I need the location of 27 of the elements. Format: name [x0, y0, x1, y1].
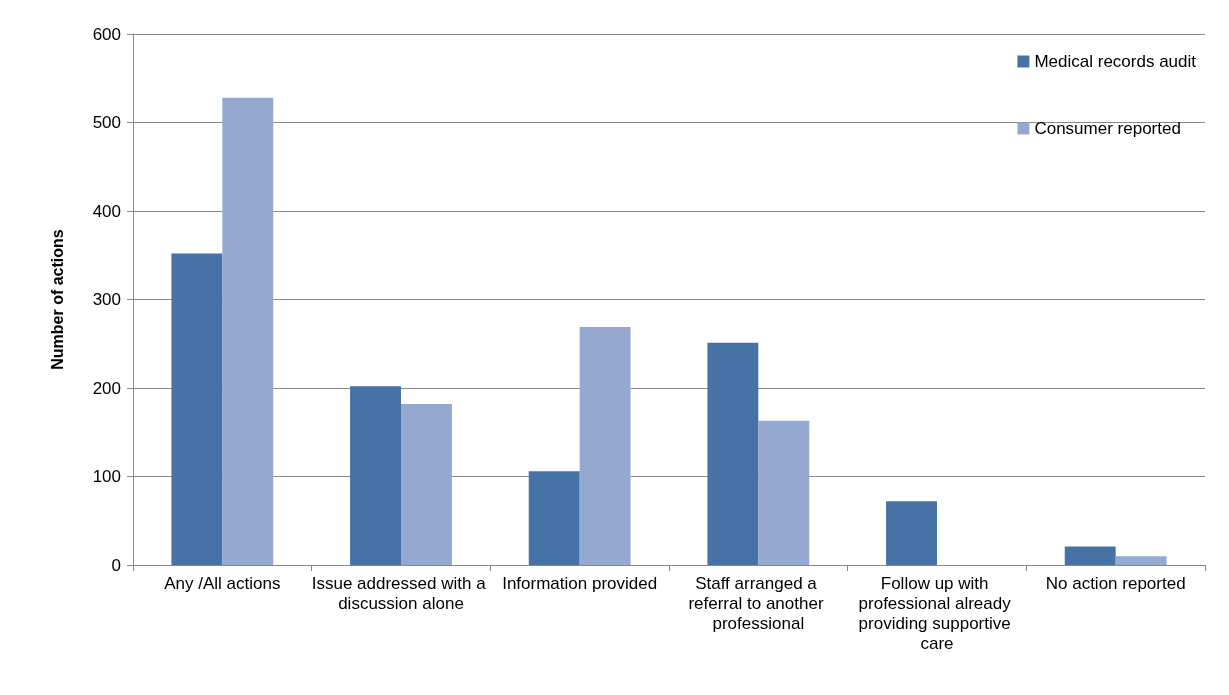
y-axis-title: Number of actions — [48, 229, 66, 370]
legend-label: Consumer reported — [1034, 119, 1181, 138]
y-tick-label: 200 — [92, 378, 121, 398]
x-tick-label: Follow up with professional already providing supportive care — [858, 573, 1016, 653]
x-tick-label: No action reported — [1045, 573, 1186, 593]
bar — [171, 253, 223, 565]
x-tick-label: Information provided — [502, 573, 658, 593]
x-tick-label: Any /All actions — [164, 573, 281, 593]
bar — [707, 342, 759, 565]
bar — [350, 386, 401, 565]
bar — [222, 97, 274, 565]
y-tick-label: 500 — [92, 113, 121, 132]
x-tick-label: Staff arranged a referral to another professional — [688, 573, 829, 633]
y-tick-label: 400 — [92, 201, 121, 221]
bar — [579, 326, 631, 565]
bar — [528, 471, 580, 565]
legend-label: Medical records audit — [1034, 52, 1197, 71]
bar — [758, 420, 810, 565]
bar — [1115, 556, 1167, 565]
bar — [401, 403, 452, 565]
bar — [886, 501, 937, 565]
x-tick-label: Issue addressed with a discussion alone — [311, 573, 491, 613]
y-tick-label: 600 — [92, 24, 121, 44]
bar — [1064, 546, 1116, 565]
y-tick-label: 100 — [92, 467, 121, 486]
y-tick-label: 300 — [92, 290, 121, 309]
y-tick-label: 0 — [111, 555, 121, 575]
